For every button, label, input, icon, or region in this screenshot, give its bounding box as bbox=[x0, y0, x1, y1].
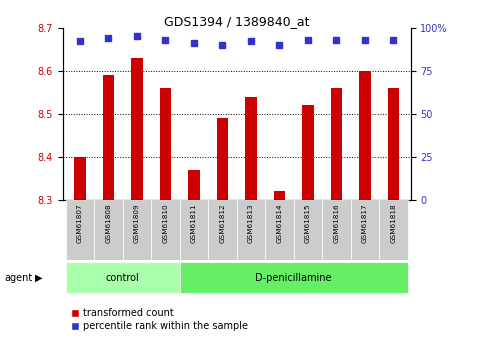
Text: GSM61808: GSM61808 bbox=[105, 203, 112, 243]
Text: GSM61809: GSM61809 bbox=[134, 203, 140, 243]
Text: GSM61810: GSM61810 bbox=[162, 203, 169, 243]
Bar bbox=[180, 200, 208, 260]
Bar bbox=[237, 200, 265, 260]
Text: GSM61812: GSM61812 bbox=[219, 203, 226, 243]
Text: GSM61813: GSM61813 bbox=[248, 203, 254, 243]
Text: GSM61815: GSM61815 bbox=[305, 203, 311, 243]
Text: GSM61811: GSM61811 bbox=[191, 203, 197, 243]
Bar bbox=[294, 200, 322, 260]
Text: GSM61807: GSM61807 bbox=[77, 203, 83, 243]
Bar bbox=[180, 262, 408, 293]
Text: GDS1394 / 1389840_at: GDS1394 / 1389840_at bbox=[164, 16, 310, 29]
Text: agent: agent bbox=[5, 273, 33, 283]
Bar bbox=[151, 200, 180, 260]
Legend: transformed count, percentile rank within the sample: transformed count, percentile rank withi… bbox=[68, 304, 252, 335]
Bar bbox=[274, 191, 285, 200]
Text: D-penicillamine: D-penicillamine bbox=[256, 273, 332, 283]
Text: GSM61818: GSM61818 bbox=[390, 203, 397, 243]
Text: ▶: ▶ bbox=[35, 273, 43, 283]
Bar bbox=[388, 88, 399, 200]
Bar bbox=[302, 105, 313, 200]
Bar bbox=[160, 88, 171, 200]
Text: GSM61814: GSM61814 bbox=[276, 203, 283, 243]
Bar bbox=[217, 118, 228, 200]
Bar bbox=[331, 88, 342, 200]
Bar bbox=[131, 58, 142, 200]
Bar bbox=[103, 75, 114, 200]
Bar bbox=[265, 200, 294, 260]
Bar bbox=[94, 200, 123, 260]
Bar bbox=[359, 71, 370, 200]
Text: GSM61817: GSM61817 bbox=[362, 203, 368, 243]
Bar bbox=[188, 170, 199, 200]
Bar bbox=[66, 262, 180, 293]
Bar bbox=[208, 200, 237, 260]
Bar bbox=[322, 200, 351, 260]
Bar bbox=[245, 97, 256, 200]
Bar bbox=[66, 200, 94, 260]
Bar bbox=[123, 200, 151, 260]
Bar bbox=[351, 200, 379, 260]
Text: control: control bbox=[106, 273, 140, 283]
Bar bbox=[379, 200, 408, 260]
Text: GSM61816: GSM61816 bbox=[333, 203, 340, 243]
Bar bbox=[74, 157, 85, 200]
